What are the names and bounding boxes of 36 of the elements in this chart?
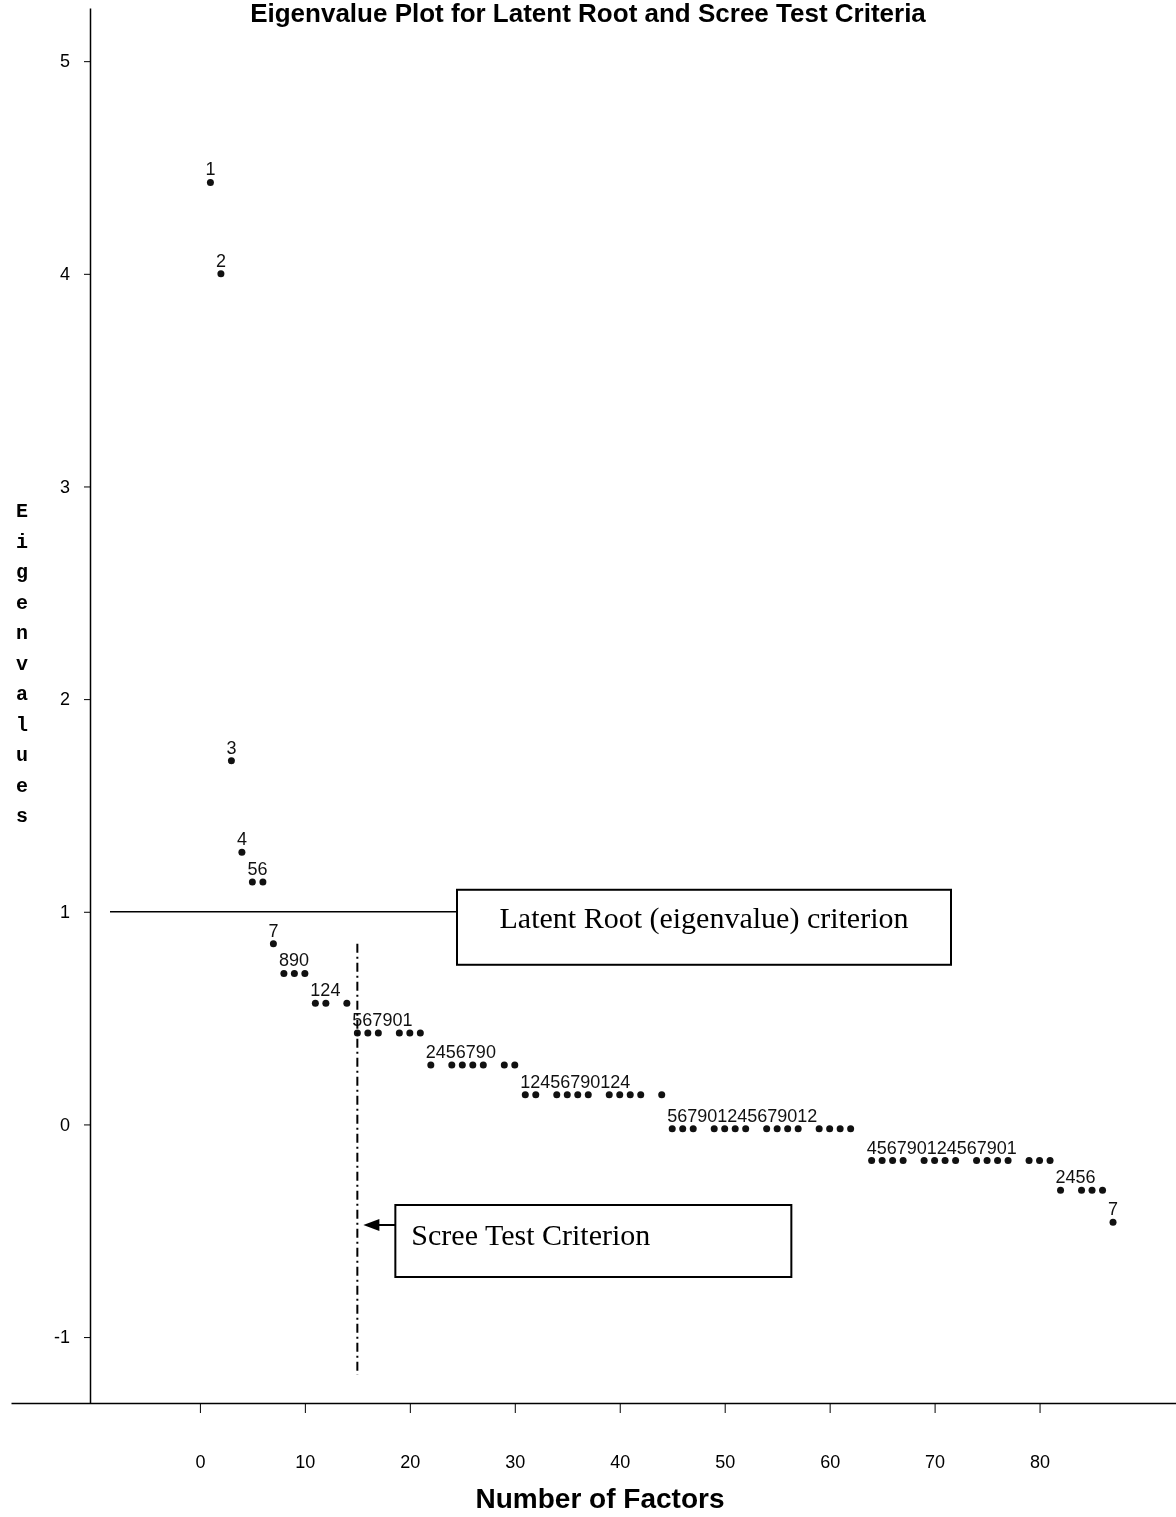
x-axis-title: Number of Factors (475, 1483, 725, 1514)
text: Eigenvalues (15, 500, 29, 828)
x-tick-label: 0 (195, 1451, 206, 1472)
x-tick-label: 50 (715, 1451, 736, 1472)
x-tick-label: 10 (295, 1451, 316, 1472)
annotation: 456790124567901 (866, 1137, 1017, 1158)
annotation: 1 (205, 159, 216, 180)
annotation: 567901245679012 (667, 1105, 818, 1126)
x-tick-label: 80 (1030, 1451, 1051, 1472)
y-tick-label: 3 (59, 476, 70, 497)
annotation: 2456790 (425, 1041, 496, 1062)
annotation: 890 (278, 950, 309, 971)
x-tick-label: 20 (400, 1451, 421, 1472)
annotation: 124 (310, 980, 341, 1001)
annotation: 56 (247, 859, 268, 879)
x-tick-label: 40 (610, 1451, 631, 1472)
y-tick-label: 2 (59, 689, 70, 710)
ref-line-label: Scree Test Criterion (411, 1218, 651, 1251)
y-tick-label: 4 (59, 264, 70, 285)
x-tick-label: 70 (925, 1451, 946, 1472)
annotation: 2456 (1055, 1167, 1096, 1188)
annotation: 7 (268, 920, 279, 941)
annotation: 567901 (352, 1009, 413, 1030)
chart-title: Eigenvalue Plot for Latent Root and Scree Test Criteria (250, 0, 927, 28)
y-tick-label: 5 (59, 51, 70, 72)
annotation: 7 (1108, 1199, 1119, 1220)
x-tick-label: 60 (820, 1451, 841, 1472)
annotation: 12456790124 (520, 1071, 631, 1092)
annotation: 2 (215, 250, 226, 271)
y-tick-label: 1 (59, 902, 70, 923)
annotation: 3 (226, 737, 237, 758)
x-tick-label: 30 (505, 1451, 526, 1472)
y-tick-label: -1 (53, 1327, 70, 1348)
ref-line-label: Latent Root (eigenvalue) criterion (499, 900, 909, 935)
y-tick-label: 0 (59, 1114, 70, 1135)
annotation: 4 (236, 829, 247, 850)
